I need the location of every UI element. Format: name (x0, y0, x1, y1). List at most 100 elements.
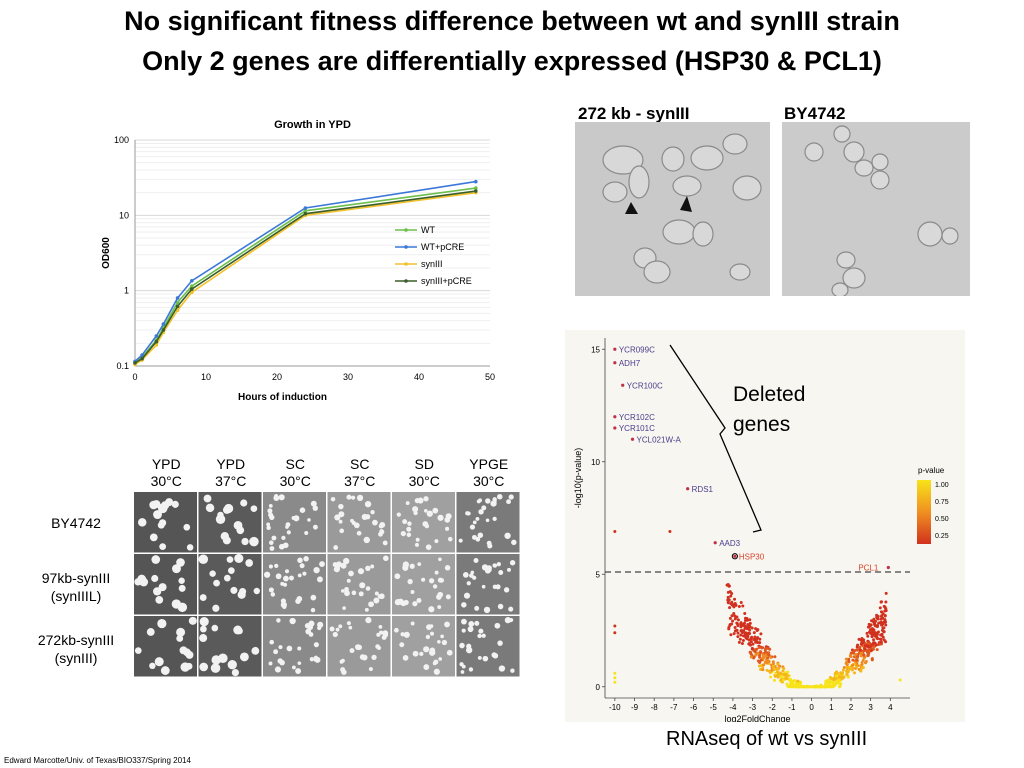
plate-colony (253, 587, 261, 595)
plate-colony (349, 648, 355, 654)
plate-colony (250, 505, 258, 512)
plate-colony (481, 584, 486, 589)
plate-colony (269, 546, 275, 551)
plate-colony (361, 513, 368, 521)
volcano-gene-point (829, 680, 833, 684)
plate-row-label: 97kb-synIII (42, 570, 110, 586)
volcano-gene-point (874, 631, 878, 635)
volcano-gene-point (753, 635, 757, 639)
volcano-gene-point (862, 638, 866, 642)
volcano-gene-point (805, 684, 809, 688)
plate-colony (186, 544, 194, 551)
plate-colony (316, 576, 323, 583)
plate-colony (472, 520, 477, 525)
volcano-gene-point (741, 639, 745, 643)
volcano-gene-point (729, 594, 733, 598)
plate-colony (503, 587, 510, 593)
plate-colony (282, 542, 289, 549)
volcano-xtick-label: -8 (651, 703, 659, 712)
volcano-gene-point (842, 666, 846, 670)
plate-colony (341, 589, 345, 593)
plate-colony (400, 632, 405, 637)
plate-colony (434, 539, 439, 544)
plate-colony (508, 494, 514, 500)
plate-colony (461, 628, 466, 633)
growth-chart-point (161, 328, 166, 332)
volcano-gene-point (733, 629, 737, 633)
plate-column-header: SD (415, 456, 434, 472)
plate-colony (245, 559, 254, 567)
volcano-labeled-point (713, 541, 717, 545)
plate-colony (474, 605, 480, 611)
volcano-gene-point (764, 660, 768, 664)
volcano-gene-point (743, 625, 747, 629)
volcano-labeled-point (613, 361, 617, 365)
plate-colony (234, 553, 244, 563)
plate-colony (134, 647, 142, 654)
plate-colony (295, 598, 301, 604)
volcano-gene-point (827, 678, 831, 682)
volcano-ytick-label: 10 (591, 458, 600, 467)
plate-colony (475, 516, 480, 521)
volcano-gene-point (765, 668, 769, 672)
plate-colony (149, 533, 158, 542)
volcano-gene-point (873, 621, 877, 625)
volcano-gene-point (726, 582, 730, 586)
plate-colony (432, 584, 438, 589)
plate-colony (468, 667, 474, 672)
plate-colony (425, 634, 431, 640)
plate-colony (310, 594, 317, 601)
volcano-gene-point (613, 676, 617, 680)
plate-colony (419, 651, 424, 657)
plate-colony (394, 573, 401, 580)
volcano-gene-point (767, 653, 771, 657)
plate-colony (278, 494, 285, 501)
growth-chart-series-line (134, 191, 476, 366)
volcano-gene-point (786, 670, 790, 674)
plate-colony (160, 666, 170, 675)
volcano-gene-point (841, 668, 845, 672)
plate-colony (466, 643, 472, 649)
plate-colony (155, 596, 164, 604)
volcano-gene-point (751, 642, 755, 646)
volcano-gene-point (846, 675, 850, 679)
plate-colony (178, 577, 185, 584)
volcano-gene-point (741, 623, 745, 627)
deleted-genes-line-2: genes (733, 413, 791, 436)
volcano-xtick-label: 2 (849, 703, 854, 712)
volcano-gene-point (855, 648, 859, 652)
volcano-xtick-label: 4 (888, 703, 893, 712)
plate-colony (416, 597, 422, 603)
volcano-gene-point (737, 604, 741, 608)
plate-colony (437, 639, 441, 644)
volcano-gene-point (764, 653, 768, 657)
plate-colony (433, 668, 440, 675)
plate-colony (312, 524, 318, 530)
plate-colony (498, 665, 506, 672)
volcano-gene-label: YCR101C (619, 424, 655, 433)
volcano-gene-point (743, 612, 747, 616)
plate-colony (429, 631, 435, 636)
plate-row-label: 272kb-synIII (38, 632, 114, 648)
volcano-gene-point (733, 601, 737, 605)
plate-colony (241, 537, 249, 546)
plate-colony (295, 668, 302, 674)
volcano-gene-point (736, 618, 740, 622)
volcano-gene-point (870, 635, 874, 639)
plate-colony (461, 602, 467, 608)
plate-colony (281, 535, 286, 541)
plate-colony (212, 604, 220, 612)
volcano-gene-point (613, 631, 617, 635)
volcano-gene-point (878, 621, 882, 625)
plate-colony (217, 511, 224, 519)
plate-colony (508, 606, 514, 612)
plate-colony (358, 591, 364, 597)
plate-colony (429, 647, 436, 654)
volcano-gene-point (728, 624, 732, 628)
plate-colony (344, 586, 349, 592)
growth-chart-ytick-label: 10 (119, 210, 129, 220)
volcano-gene-point (771, 662, 775, 666)
volcano-gene-point (769, 656, 773, 660)
plate-colony (307, 624, 314, 631)
plate-colony (412, 650, 419, 657)
